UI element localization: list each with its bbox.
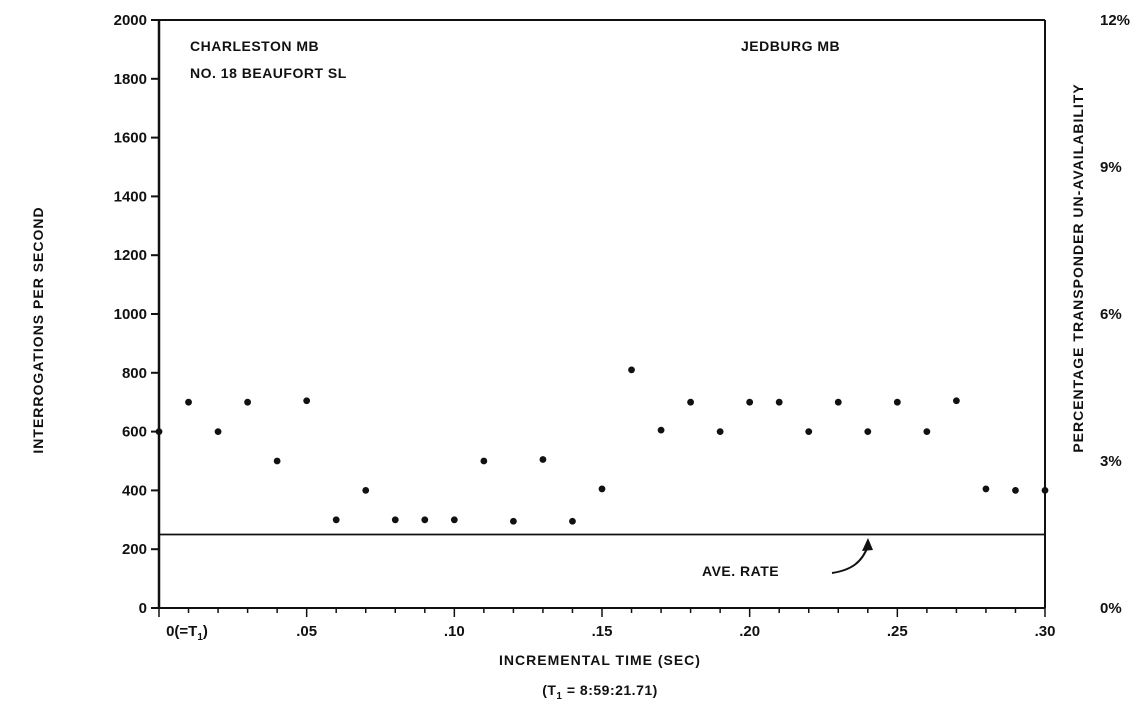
y-right-tick-label: 6% xyxy=(1100,306,1122,323)
data-point xyxy=(244,398,252,406)
data-point xyxy=(421,516,429,524)
station-label-beaufort: NO. 18 BEAUFORT SL xyxy=(190,65,347,81)
data-point xyxy=(716,428,724,435)
station-label-jedburg: JEDBURG MB xyxy=(741,38,840,54)
x-tick-label: .05 xyxy=(296,623,317,640)
x-tick-label: .10 xyxy=(444,623,465,640)
data-point xyxy=(775,398,783,406)
data-point xyxy=(598,485,606,493)
y-tick-label: 400 xyxy=(122,482,147,499)
y-tick-label: 200 xyxy=(122,541,147,558)
y-right-ticks: 0% 3% 6% 9% 12% xyxy=(1100,12,1130,617)
y-tick-label: 0 xyxy=(139,600,147,617)
data-point xyxy=(510,517,517,525)
x-tick-label: .15 xyxy=(592,623,613,640)
data-point xyxy=(893,398,901,406)
data-point xyxy=(185,398,192,406)
y-axis-title: INTERROGATIONS PER SECOND xyxy=(30,206,46,453)
data-point xyxy=(834,398,842,406)
y-tick-label: 2000 xyxy=(114,12,147,29)
data-point xyxy=(303,397,311,405)
x-ticks: 0(=T1) .05 .10 .15 .20 .25 .30 xyxy=(158,608,1056,643)
y-tick-label: 1800 xyxy=(114,71,147,88)
data-point xyxy=(214,428,222,435)
y-ticks: 0 200 400 600 800 1000 1200 1400 1600 1800 2000 xyxy=(114,12,159,617)
y-tick-label: 1200 xyxy=(114,247,147,264)
y-tick-label: 600 xyxy=(122,424,147,441)
average-rate-label: AVE. RATE xyxy=(702,563,779,579)
data-point xyxy=(982,485,990,493)
data-point xyxy=(1012,487,1019,494)
x-tick-label: .20 xyxy=(739,623,760,640)
data-point xyxy=(1041,487,1049,494)
data-point xyxy=(923,428,931,435)
y-right-tick-label: 3% xyxy=(1100,453,1122,470)
y-tick-label: 1400 xyxy=(114,188,147,205)
x-tick-label: .25 xyxy=(887,623,908,640)
data-point xyxy=(628,366,635,374)
data-points xyxy=(155,366,1049,525)
x-axis-note: (T1 = 8:59:21.71) xyxy=(542,682,658,702)
data-point xyxy=(539,456,547,463)
data-point xyxy=(332,516,340,524)
data-point xyxy=(864,428,872,435)
data-point xyxy=(657,426,665,434)
average-rate-arrowhead xyxy=(862,538,873,551)
x-tick-label: .30 xyxy=(1035,623,1056,640)
data-point xyxy=(155,428,163,435)
y-right-tick-label: 12% xyxy=(1100,12,1130,29)
data-point xyxy=(687,398,694,406)
data-point xyxy=(953,397,960,405)
y-right-axis-title: PERCENTAGE TRANSPONDER UN-AVAILABILITY xyxy=(1070,83,1086,452)
data-point xyxy=(569,517,576,525)
data-point xyxy=(746,398,754,406)
data-point xyxy=(273,457,281,465)
y-right-tick-label: 9% xyxy=(1100,159,1122,176)
x-axis-title: INCREMENTAL TIME (SEC) xyxy=(499,652,701,668)
y-tick-label: 1600 xyxy=(114,130,147,147)
station-label-charleston: CHARLESTON MB xyxy=(190,38,319,54)
data-point xyxy=(391,516,399,524)
x-tick-label: 0(=T1) xyxy=(166,623,208,643)
data-point xyxy=(805,428,813,435)
data-point xyxy=(480,457,488,465)
y-tick-label: 800 xyxy=(122,365,147,382)
y-right-tick-label: 0% xyxy=(1100,600,1122,617)
y-tick-label: 1000 xyxy=(114,306,147,323)
data-point xyxy=(450,516,458,524)
data-point xyxy=(362,487,370,494)
